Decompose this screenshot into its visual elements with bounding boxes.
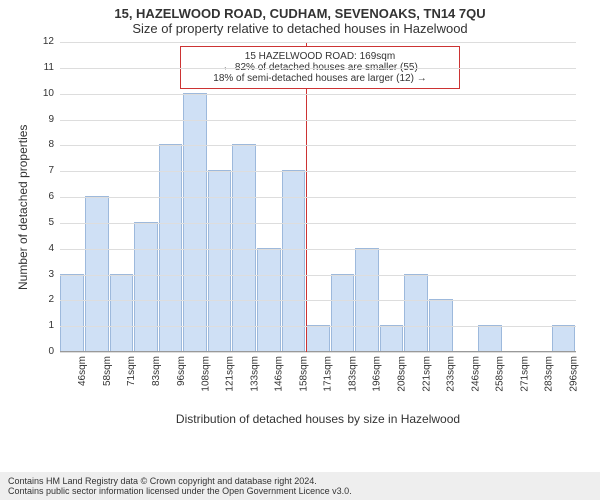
x-tick-slot: 158sqm: [281, 356, 306, 411]
gridline: [60, 68, 576, 69]
gridline: [60, 197, 576, 198]
y-tick-label: 5: [30, 217, 54, 228]
x-tick-slot: 296sqm: [551, 356, 576, 411]
annotation-line: 15 HAZELWOOD ROAD: 169sqm: [185, 51, 455, 62]
x-tick-slot: 133sqm: [232, 356, 257, 411]
y-tick-label: 6: [30, 191, 54, 202]
gridline: [60, 300, 576, 301]
gridline: [60, 249, 576, 250]
y-tick-label: 2: [30, 294, 54, 305]
bar: [60, 274, 84, 353]
y-axis-label: Number of detached properties: [16, 125, 30, 290]
bar: [110, 274, 134, 353]
page-subtitle: Size of property relative to detached ho…: [0, 21, 600, 36]
x-tick-slot: 271sqm: [502, 356, 527, 411]
y-tick-label: 10: [30, 88, 54, 99]
x-tick-slot: 258sqm: [478, 356, 503, 411]
x-tick-slot: 58sqm: [85, 356, 110, 411]
x-tick-slot: 96sqm: [158, 356, 183, 411]
bar: [380, 325, 404, 352]
x-tick-slot: 46sqm: [60, 356, 85, 411]
gridline: [60, 275, 576, 276]
x-tick-slot: 221sqm: [404, 356, 429, 411]
x-axis-label: Distribution of detached houses by size …: [60, 412, 576, 426]
x-tick-slot: 146sqm: [257, 356, 282, 411]
x-tick-slot: 171sqm: [306, 356, 331, 411]
y-tick-label: 8: [30, 139, 54, 150]
y-tick-label: 1: [30, 320, 54, 331]
bar: [404, 274, 428, 353]
gridline: [60, 145, 576, 146]
y-tick-label: 11: [30, 62, 54, 73]
bar: [478, 325, 502, 352]
page-title: 15, HAZELWOOD ROAD, CUDHAM, SEVENOAKS, T…: [0, 0, 600, 21]
x-tick-slot: 246sqm: [453, 356, 478, 411]
chart: Number of detached properties 15 HAZELWO…: [0, 36, 600, 430]
x-tick-slot: 283sqm: [527, 356, 552, 411]
gridline: [60, 42, 576, 43]
x-tick-slot: 183sqm: [330, 356, 355, 411]
x-tick-slot: 71sqm: [109, 356, 134, 411]
bar: [134, 222, 158, 352]
x-tick-slot: 83sqm: [134, 356, 159, 411]
y-tick-label: 12: [30, 36, 54, 47]
x-tick-slot: 108sqm: [183, 356, 208, 411]
footer-line: Contains HM Land Registry data © Crown c…: [8, 476, 592, 486]
annotation-line: 18% of semi-detached houses are larger (…: [185, 73, 455, 84]
y-tick-label: 3: [30, 269, 54, 280]
gridline: [60, 326, 576, 327]
x-tick-slot: 121sqm: [207, 356, 232, 411]
gridline: [60, 352, 576, 353]
y-tick-label: 0: [30, 346, 54, 357]
gridline: [60, 94, 576, 95]
y-tick-label: 9: [30, 114, 54, 125]
y-tick-label: 7: [30, 165, 54, 176]
bar: [306, 325, 330, 352]
gridline: [60, 223, 576, 224]
plot-area: 15 HAZELWOOD ROAD: 169sqm← 82% of detach…: [60, 42, 576, 352]
footer: Contains HM Land Registry data © Crown c…: [0, 472, 600, 500]
x-tick-slot: 196sqm: [355, 356, 380, 411]
y-tick-label: 4: [30, 243, 54, 254]
x-tick-slot: 208sqm: [379, 356, 404, 411]
x-tick-slot: 233sqm: [428, 356, 453, 411]
footer-line: Contains public sector information licen…: [8, 486, 592, 496]
bar: [552, 325, 576, 352]
gridline: [60, 120, 576, 121]
x-tick-label: 296sqm: [569, 356, 580, 392]
x-ticks: 46sqm58sqm71sqm83sqm96sqm108sqm121sqm133…: [60, 356, 576, 411]
bar: [331, 274, 355, 353]
gridline: [60, 171, 576, 172]
